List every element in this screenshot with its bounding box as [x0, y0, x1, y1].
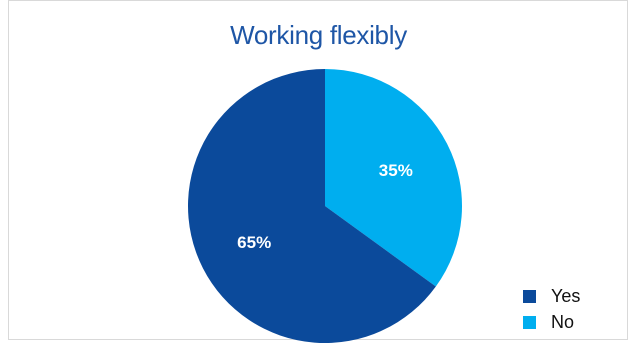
data-label-yes: 65% [237, 233, 271, 252]
pie-data-labels: 35% 65% [237, 161, 413, 252]
chart-title: Working flexibly [230, 20, 407, 50]
legend-item-yes: Yes [523, 283, 580, 309]
legend-swatch-yes [523, 289, 536, 303]
pie-slice-no [325, 69, 462, 287]
legend: Yes No [523, 283, 580, 335]
legend-label-no: No [551, 311, 575, 332]
pie-slice-yes [187, 69, 436, 344]
legend-label-yes: Yes [551, 285, 581, 306]
legend-item-no: No [523, 309, 580, 335]
pie-slices [187, 69, 462, 344]
data-label-no: 35% [379, 161, 413, 180]
legend-swatch-no [523, 315, 536, 329]
